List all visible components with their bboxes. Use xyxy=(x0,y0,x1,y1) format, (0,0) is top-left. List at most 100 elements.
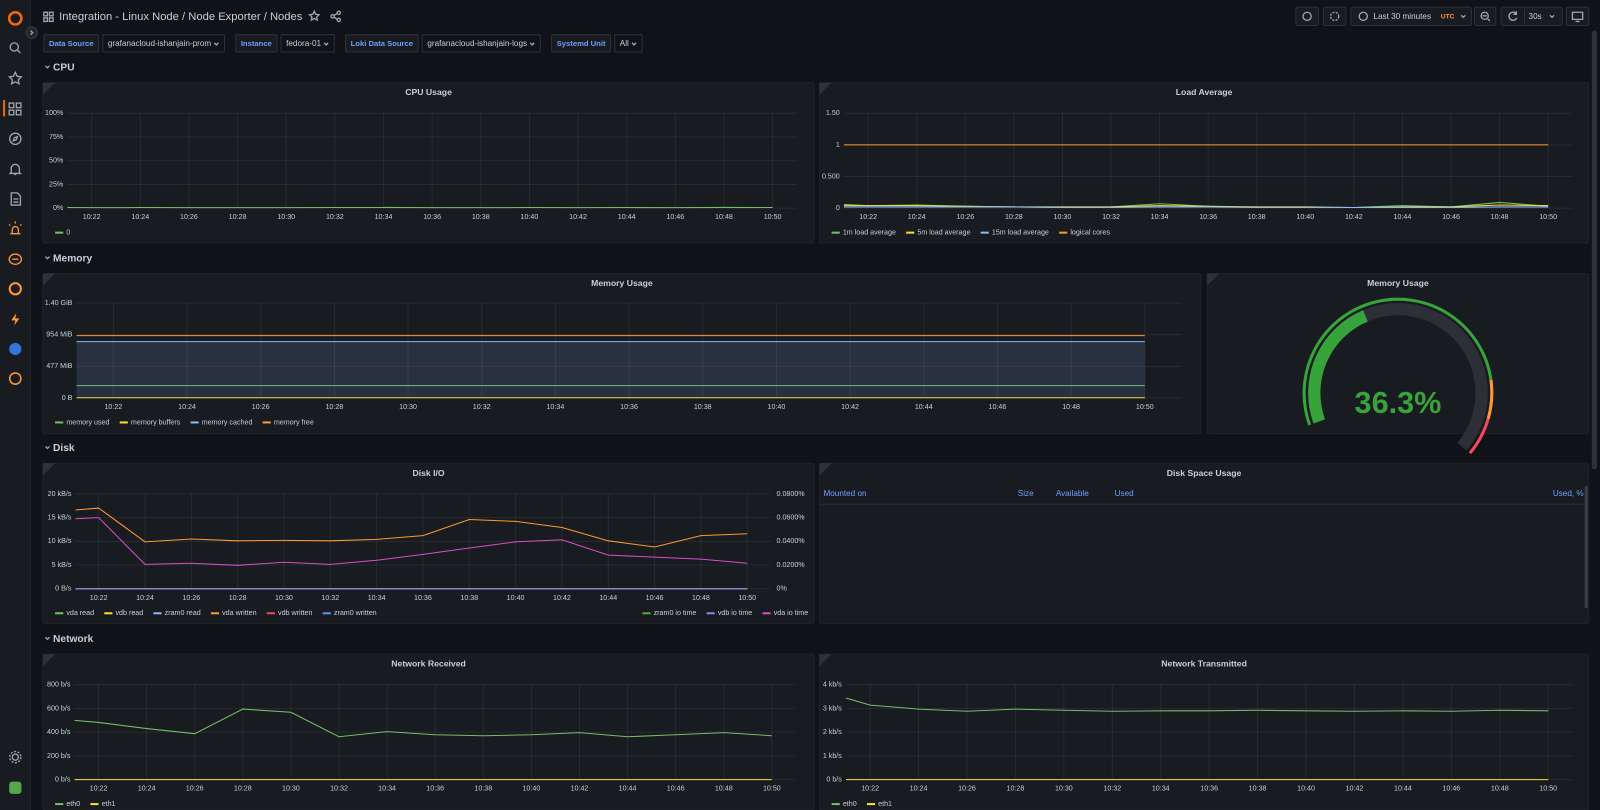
nav-ml[interactable] xyxy=(8,253,23,265)
legend-label: memory used xyxy=(66,418,109,426)
x-tick-label: 10:44 xyxy=(1394,785,1412,793)
legend-item: logical cores xyxy=(1059,229,1110,237)
page-scrollbar[interactable] xyxy=(1591,30,1597,470)
table-header[interactable]: Available xyxy=(1056,489,1089,498)
panel-info-corner xyxy=(819,654,832,667)
legend-label: 15m load average xyxy=(992,229,1049,237)
table-header[interactable]: Used xyxy=(1115,489,1135,498)
row-chevron[interactable] xyxy=(44,636,50,641)
settings-icon xyxy=(1329,11,1340,22)
variable-value: grafanacloud-ishanjain-prom xyxy=(108,39,212,48)
grafana-logo[interactable] xyxy=(7,10,23,26)
x-tick-label: 10:48 xyxy=(715,785,733,793)
legend-item: 1m load average xyxy=(831,229,896,237)
gauge-value-label: 36.3% xyxy=(1355,386,1442,420)
x-tick-label: 10:44 xyxy=(599,594,617,602)
y-tick-label: 0 B/s xyxy=(55,585,72,593)
nav-kubernetes[interactable] xyxy=(9,342,22,356)
y-tick-label: 1.50 xyxy=(826,109,840,117)
nav-alerting[interactable] xyxy=(8,163,23,176)
x-tick-label: 10:30 xyxy=(282,785,300,793)
settings-button[interactable] xyxy=(1322,6,1347,27)
nav-performance[interactable] xyxy=(11,313,20,326)
variable-select[interactable] xyxy=(280,34,335,53)
gauge-threshold xyxy=(1486,379,1494,420)
variable-label: Loki Data Source xyxy=(351,39,413,48)
x-tick-label: 10:30 xyxy=(275,594,293,602)
info-icon xyxy=(1302,11,1312,22)
nav-profile[interactable] xyxy=(9,781,22,794)
row-title[interactable]: Network xyxy=(53,634,94,645)
legend-label: eth1 xyxy=(102,800,116,808)
variable-select[interactable] xyxy=(614,34,643,53)
x-tick-label: 10:36 xyxy=(414,594,432,602)
sidebar-expand[interactable] xyxy=(25,26,38,39)
x-tick-label: 10:34 xyxy=(1152,785,1170,793)
time-range: Last 30 minutes xyxy=(1373,12,1431,21)
nav-reports[interactable] xyxy=(10,192,22,206)
y-tick-label: 50% xyxy=(49,157,64,165)
nav-incident[interactable] xyxy=(8,282,22,296)
panel-info-corner xyxy=(819,82,832,95)
x-tick-label: 10:36 xyxy=(1200,785,1218,793)
gauge-value-arc xyxy=(1308,310,1368,424)
star-button[interactable] xyxy=(308,9,321,22)
nav-active-marker xyxy=(3,99,6,117)
y-tick-label: 10 kB/s xyxy=(48,537,72,545)
y-tick-label: 800 b/s xyxy=(47,681,71,689)
variable-select[interactable] xyxy=(421,34,541,53)
table-header[interactable]: Used, % xyxy=(1553,489,1584,498)
nav-dashboards[interactable] xyxy=(8,102,22,116)
variable-caret xyxy=(529,42,535,46)
refresh-caret xyxy=(1549,14,1555,19)
row-title[interactable]: CPU xyxy=(53,63,75,74)
variable-caret xyxy=(631,42,637,46)
x-tick-label: 10:22 xyxy=(83,213,101,221)
row-title[interactable]: Disk xyxy=(53,443,75,454)
legend-item: 15m load average xyxy=(980,229,1049,237)
nav-configuration[interactable] xyxy=(9,750,22,764)
x-tick-label: 10:46 xyxy=(667,785,685,793)
variable-label-box xyxy=(235,34,278,53)
nav-search[interactable] xyxy=(9,42,21,54)
y-tick-label: 1.40 GiB xyxy=(45,299,73,307)
table-header[interactable]: Size xyxy=(1018,489,1034,498)
row-chevron[interactable] xyxy=(44,445,50,450)
tv-mode-icon xyxy=(1571,11,1584,23)
nav-synthetics[interactable] xyxy=(8,372,22,385)
x-tick-label: 10:36 xyxy=(423,213,441,221)
x-tick-label: 10:42 xyxy=(1346,785,1364,793)
x-tick-label: 10:42 xyxy=(569,213,587,221)
variable-label: Systemd Unit xyxy=(557,39,606,48)
row-chevron[interactable] xyxy=(44,65,50,69)
table-scrollbar[interactable] xyxy=(1584,485,1588,609)
x-tick-label: 10:48 xyxy=(1491,785,1509,793)
info-button[interactable] xyxy=(1295,6,1319,27)
table-header[interactable]: Mounted on xyxy=(823,489,866,498)
legend-label: memory free xyxy=(274,418,314,426)
y-tick-label: 20 kB/s xyxy=(48,490,72,498)
variable-select[interactable] xyxy=(102,34,226,53)
x-tick-label: 10:26 xyxy=(956,213,974,221)
legend-label: eth0 xyxy=(843,800,857,808)
nav-explore[interactable] xyxy=(9,132,22,146)
panel-title: Load Average xyxy=(1176,87,1233,97)
nav-oncall[interactable] xyxy=(8,221,22,235)
dashboard-title: Integration - Linux Node / Node Exporter… xyxy=(59,11,303,23)
variable-caret xyxy=(213,42,219,46)
tv-mode-button[interactable] xyxy=(1565,6,1590,27)
panel-info-corner xyxy=(42,273,56,286)
share-button[interactable] xyxy=(330,10,342,23)
row-title[interactable]: Memory xyxy=(53,253,92,264)
y-tick-label: 5 kB/s xyxy=(52,561,72,569)
x-tick-label: 10:40 xyxy=(522,785,540,793)
time-picker[interactable] xyxy=(1350,6,1472,27)
x-tick-label: 10:28 xyxy=(229,213,247,221)
x-tick-label: 10:44 xyxy=(915,403,933,411)
nav-starred[interactable] xyxy=(7,70,23,85)
x-tick-label: 10:28 xyxy=(1005,213,1023,221)
legend-label: vda read xyxy=(66,609,94,617)
x-tick-label: 10:34 xyxy=(378,785,396,793)
row-chevron[interactable] xyxy=(44,256,50,260)
